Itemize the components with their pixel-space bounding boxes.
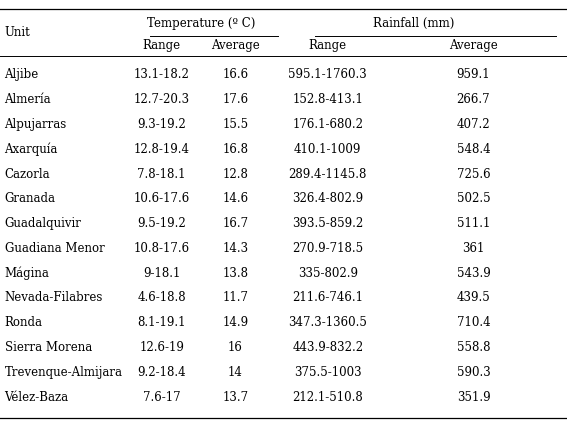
Text: 16.7: 16.7: [222, 217, 248, 230]
Text: 16.8: 16.8: [222, 143, 248, 156]
Text: Axarquía: Axarquía: [5, 143, 58, 156]
Text: Trevenque-Almijara: Trevenque-Almijara: [5, 366, 122, 379]
Text: 590.3: 590.3: [456, 366, 490, 379]
Text: 502.5: 502.5: [456, 192, 490, 206]
Text: 375.5-1003: 375.5-1003: [294, 366, 362, 379]
Text: Alpujarras: Alpujarras: [5, 118, 67, 131]
Text: 13.8: 13.8: [222, 266, 248, 280]
Text: Range: Range: [142, 39, 181, 52]
Text: 212.1-510.8: 212.1-510.8: [293, 390, 363, 404]
Text: Range: Range: [308, 39, 347, 52]
Text: 176.1-680.2: 176.1-680.2: [292, 118, 363, 131]
Text: 959.1: 959.1: [456, 69, 490, 82]
Text: 361: 361: [462, 242, 485, 255]
Text: 393.5-859.2: 393.5-859.2: [292, 217, 363, 230]
Text: 13.7: 13.7: [222, 390, 248, 404]
Text: 595.1-1760.3: 595.1-1760.3: [289, 69, 367, 82]
Text: 710.4: 710.4: [456, 316, 490, 329]
Text: Ronda: Ronda: [5, 316, 43, 329]
Text: 12.8: 12.8: [222, 168, 248, 181]
Text: 9.5-19.2: 9.5-19.2: [137, 217, 186, 230]
Text: 8.1-19.1: 8.1-19.1: [137, 316, 186, 329]
Text: 407.2: 407.2: [456, 118, 490, 131]
Text: 10.6-17.6: 10.6-17.6: [133, 192, 190, 206]
Text: 211.6-746.1: 211.6-746.1: [292, 291, 363, 305]
Text: Mágina: Mágina: [5, 266, 49, 280]
Text: 725.6: 725.6: [456, 168, 490, 181]
Text: 326.4-802.9: 326.4-802.9: [292, 192, 363, 206]
Text: 14.9: 14.9: [222, 316, 248, 329]
Text: Average: Average: [449, 39, 498, 52]
Text: 335-802.9: 335-802.9: [298, 266, 358, 280]
Text: 14: 14: [228, 366, 243, 379]
Text: Rainfall (mm): Rainfall (mm): [373, 17, 455, 30]
Text: Guadalquivir: Guadalquivir: [5, 217, 82, 230]
Text: Aljibe: Aljibe: [5, 69, 39, 82]
Text: Granada: Granada: [5, 192, 56, 206]
Text: Sierra Morena: Sierra Morena: [5, 341, 92, 354]
Text: 152.8-413.1: 152.8-413.1: [293, 93, 363, 106]
Text: 7.6-17: 7.6-17: [143, 390, 180, 404]
Text: 439.5: 439.5: [456, 291, 490, 305]
Text: 511.1: 511.1: [457, 217, 490, 230]
Text: 9.3-19.2: 9.3-19.2: [137, 118, 186, 131]
Text: 11.7: 11.7: [222, 291, 248, 305]
Text: Average: Average: [211, 39, 260, 52]
Text: 17.6: 17.6: [222, 93, 248, 106]
Text: 16: 16: [228, 341, 243, 354]
Text: 266.7: 266.7: [456, 93, 490, 106]
Text: 12.8-19.4: 12.8-19.4: [134, 143, 189, 156]
Text: 12.6-19: 12.6-19: [139, 341, 184, 354]
Text: 347.3-1360.5: 347.3-1360.5: [288, 316, 367, 329]
Text: Nevada-Filabres: Nevada-Filabres: [5, 291, 103, 305]
Text: Guadiana Menor: Guadiana Menor: [5, 242, 104, 255]
Text: 14.3: 14.3: [222, 242, 248, 255]
Text: 15.5: 15.5: [222, 118, 248, 131]
Text: 289.4-1145.8: 289.4-1145.8: [289, 168, 367, 181]
Text: 10.8-17.6: 10.8-17.6: [134, 242, 189, 255]
Text: 4.6-18.8: 4.6-18.8: [137, 291, 186, 305]
Text: 351.9: 351.9: [456, 390, 490, 404]
Text: Temperature (º C): Temperature (º C): [147, 17, 256, 30]
Text: 9-18.1: 9-18.1: [143, 266, 180, 280]
Text: 7.8-18.1: 7.8-18.1: [137, 168, 186, 181]
Text: Cazorla: Cazorla: [5, 168, 50, 181]
Text: 9.2-18.4: 9.2-18.4: [137, 366, 186, 379]
Text: 16.6: 16.6: [222, 69, 248, 82]
Text: 543.9: 543.9: [456, 266, 490, 280]
Text: Unit: Unit: [5, 26, 30, 39]
Text: Almería: Almería: [5, 93, 51, 106]
Text: 443.9-832.2: 443.9-832.2: [292, 341, 363, 354]
Text: 12.7-20.3: 12.7-20.3: [134, 93, 189, 106]
Text: 270.9-718.5: 270.9-718.5: [292, 242, 363, 255]
Text: 13.1-18.2: 13.1-18.2: [134, 69, 189, 82]
Text: Vélez-Baza: Vélez-Baza: [5, 390, 69, 404]
Text: 558.8: 558.8: [456, 341, 490, 354]
Text: 410.1-1009: 410.1-1009: [294, 143, 361, 156]
Text: 14.6: 14.6: [222, 192, 248, 206]
Text: 548.4: 548.4: [456, 143, 490, 156]
